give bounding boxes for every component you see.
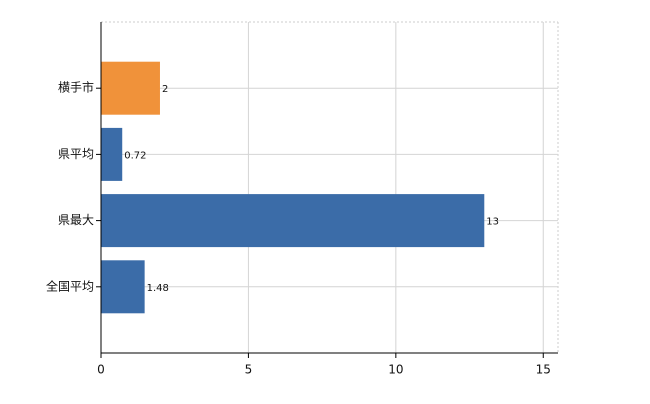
bar: [101, 260, 145, 314]
value-label: 0.72: [124, 150, 146, 161]
x-tick-label: 0: [97, 363, 105, 377]
x-tick-label: 15: [536, 363, 551, 377]
y-tick-label: 横手市: [58, 80, 94, 95]
y-tick-label: 県平均: [58, 147, 94, 161]
y-tick-label: 全国平均: [46, 278, 94, 293]
value-label: 2: [162, 84, 168, 95]
bar: [101, 61, 160, 115]
x-tick-label: 10: [388, 363, 403, 377]
bar: [101, 127, 123, 181]
x-tick-label: 5: [245, 363, 253, 377]
value-label: 1.48: [147, 283, 169, 294]
bar: [101, 194, 485, 248]
y-tick-label: 県最大: [58, 213, 94, 227]
value-label: 13: [486, 217, 499, 228]
